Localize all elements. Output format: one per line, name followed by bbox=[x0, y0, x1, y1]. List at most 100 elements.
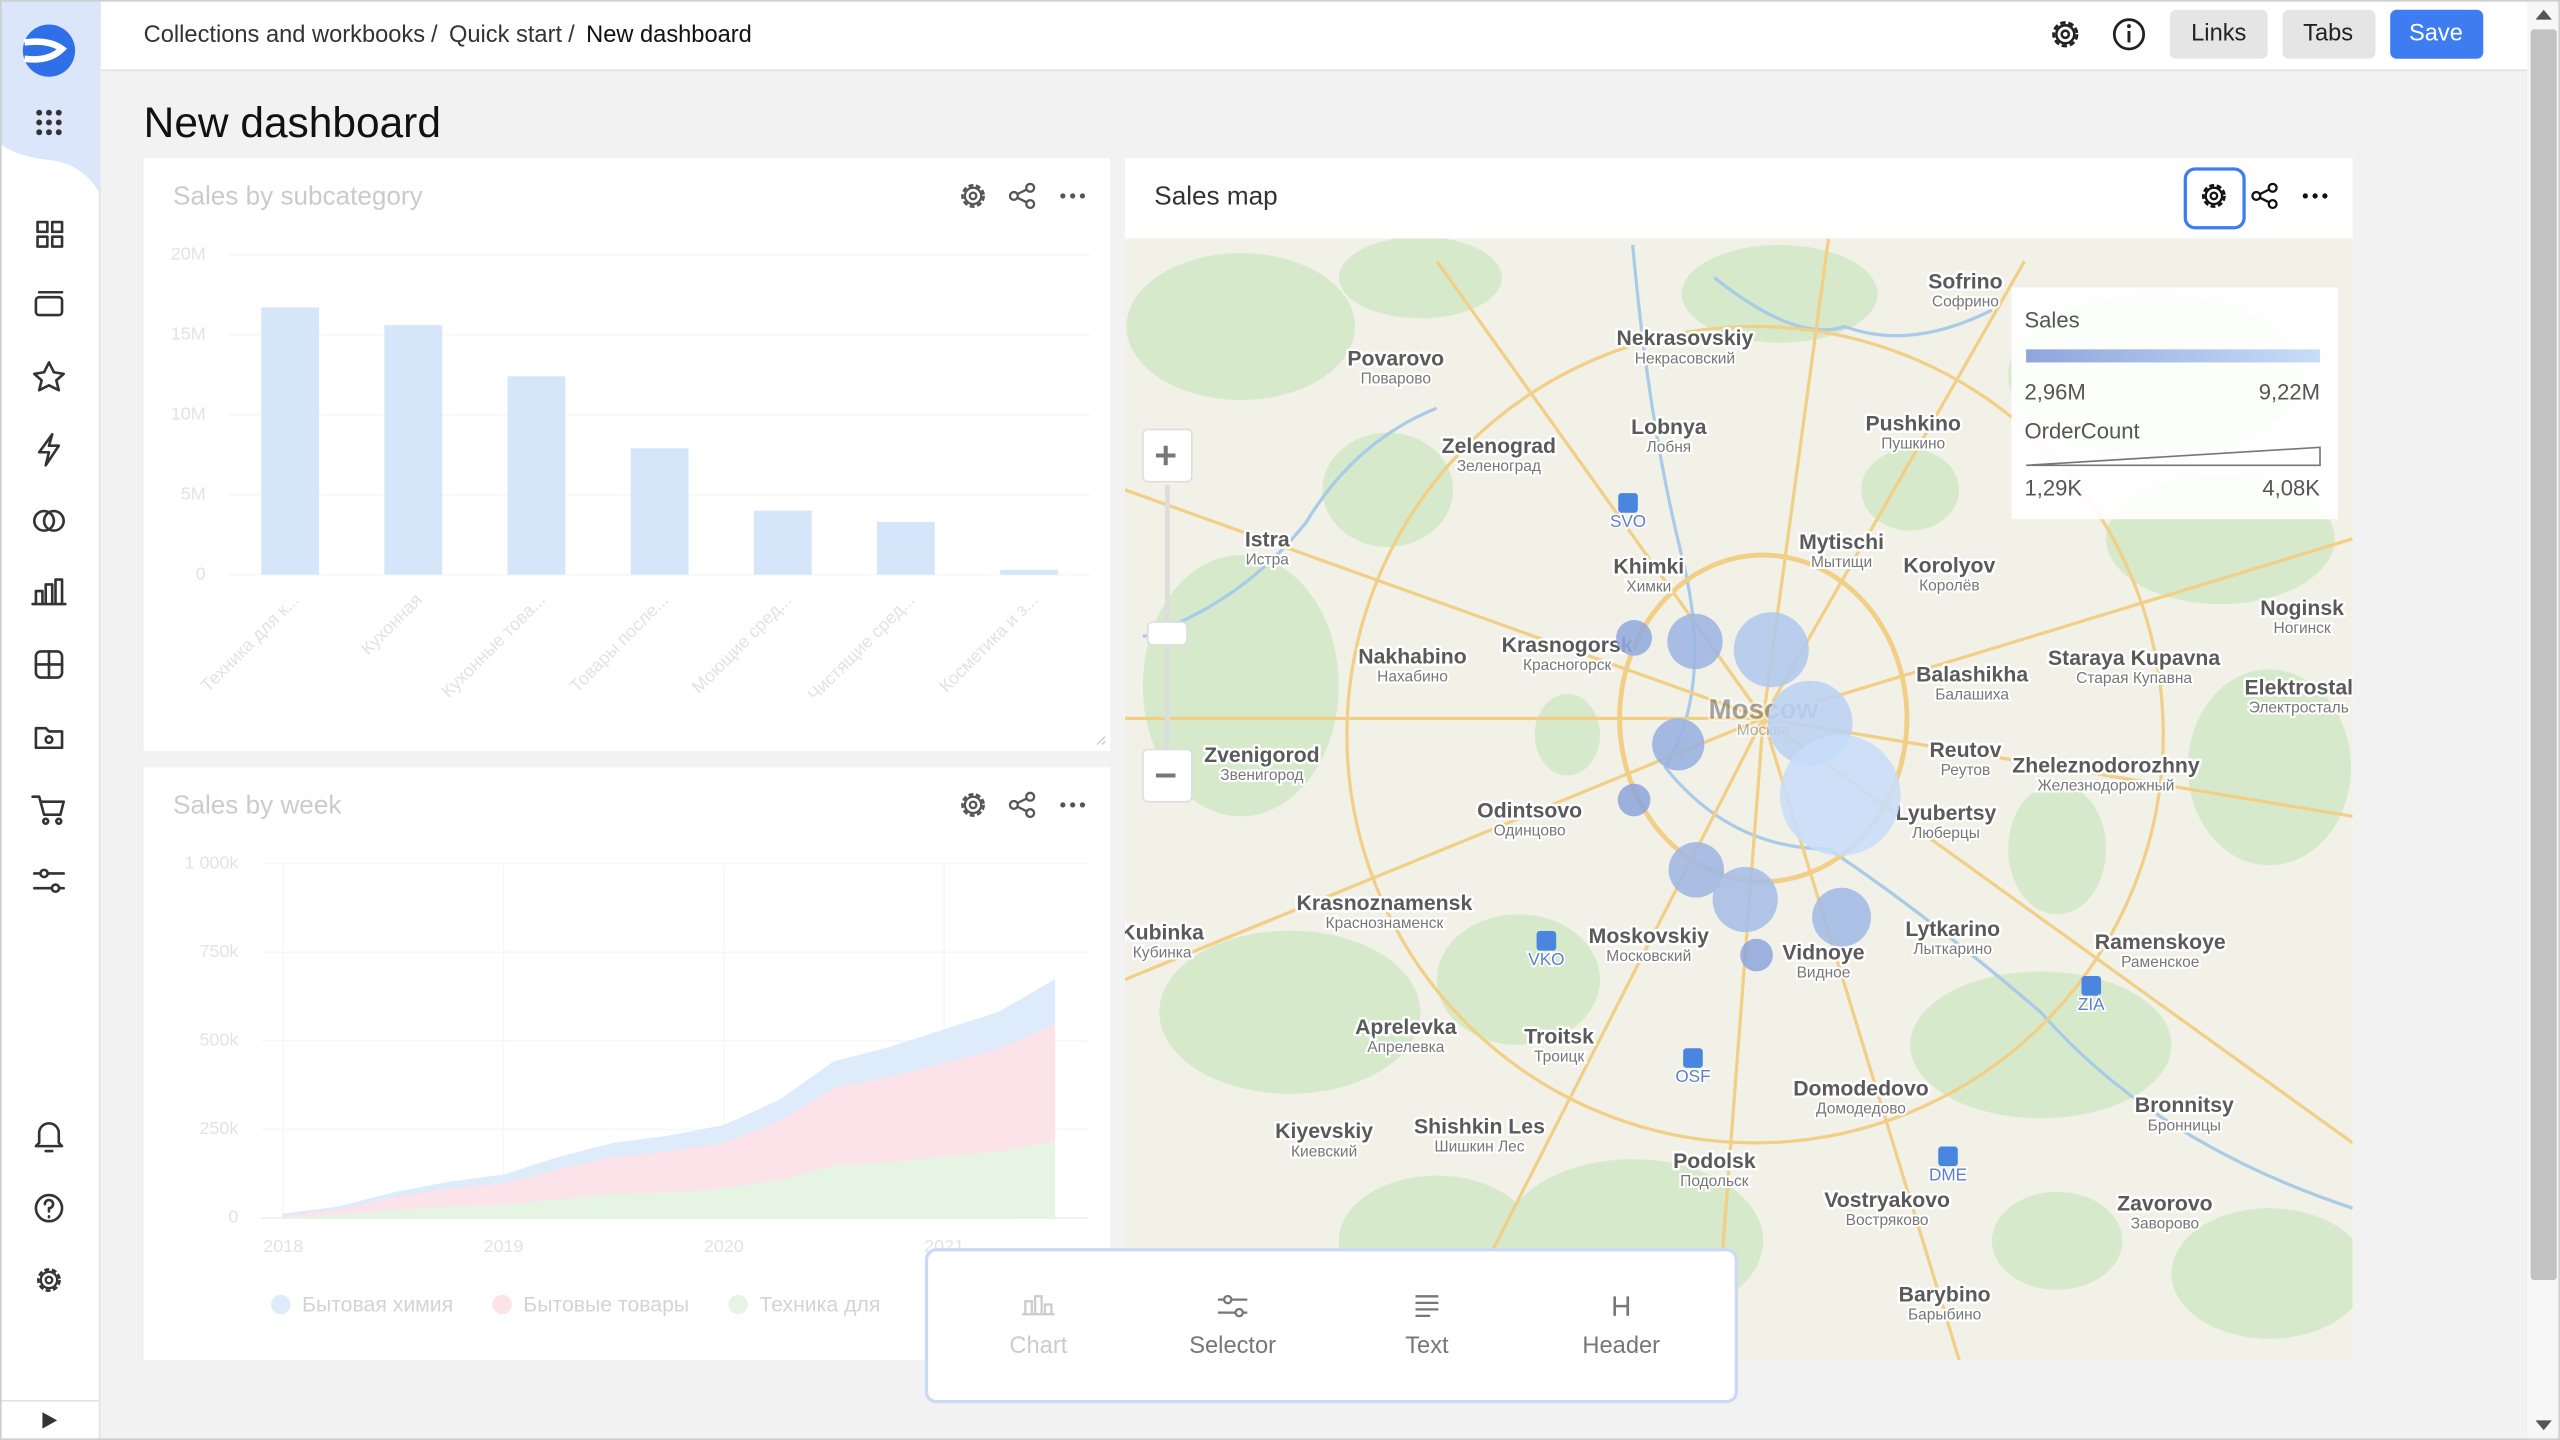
map-label: Staraya Kupavna bbox=[2048, 647, 2220, 670]
color-scale bbox=[2026, 349, 2320, 362]
add-panel: Chart Selector Text Header bbox=[927, 1250, 1737, 1402]
map-label: Vostryakovo bbox=[1824, 1189, 1950, 1212]
legend-label: Бытовая химия bbox=[302, 1294, 453, 1317]
map-sublabel: Софрино bbox=[1932, 293, 1999, 310]
bar bbox=[631, 448, 689, 574]
add-chart[interactable]: Chart bbox=[1009, 1333, 1067, 1359]
breadcrumb-separator: / bbox=[431, 22, 438, 48]
x-tick-label: 2020 bbox=[704, 1236, 744, 1256]
map-label: Krasnoznamensk bbox=[1297, 892, 1473, 915]
map-sublabel: Апрелевка bbox=[1367, 1039, 1444, 1056]
airport-code: SVO bbox=[1610, 511, 1646, 531]
x-tick-label: 2019 bbox=[484, 1236, 524, 1256]
airport-code: VKO bbox=[1528, 949, 1564, 969]
y-tick-label: 15M bbox=[171, 323, 206, 343]
airport-code: DME bbox=[1929, 1164, 1967, 1184]
map-label: Podolsk bbox=[1673, 1150, 1756, 1173]
widget-menu[interactable] bbox=[1060, 802, 1085, 807]
map-sublabel: Одинцово bbox=[1494, 823, 1566, 840]
sidebar bbox=[0, 0, 100, 1440]
map-sublabel: Электросталь bbox=[2249, 699, 2349, 716]
legend-marker bbox=[492, 1295, 512, 1315]
y-tick-label: 500k bbox=[199, 1030, 238, 1050]
map-label: Khimki bbox=[1613, 556, 1684, 579]
map-label: Domodedovo bbox=[1793, 1078, 1929, 1101]
apps-menu[interactable] bbox=[36, 110, 61, 135]
map-sublabel: Старая Купавна bbox=[2076, 670, 2192, 687]
map-sublabel: Химки bbox=[1626, 579, 1671, 596]
map-sublabel: Троицк bbox=[1534, 1049, 1584, 1066]
add-text[interactable]: Text bbox=[1405, 1333, 1449, 1359]
map-label: Istra bbox=[1245, 528, 1290, 551]
airport-code: ZIA bbox=[2078, 994, 2105, 1014]
map-sublabel: Востряково bbox=[1846, 1212, 1929, 1229]
widget-title: Sales map bbox=[1154, 180, 1277, 210]
map-sublabel: Лобня bbox=[1647, 439, 1692, 456]
bar bbox=[261, 307, 319, 574]
legend-max: 9,22M bbox=[2259, 379, 2320, 404]
bubble[interactable] bbox=[1618, 784, 1651, 817]
map-sublabel: Нахабино bbox=[1377, 669, 1448, 686]
widget[interactable]: Sales map SofrinoСофр bbox=[1120, 158, 2367, 1360]
bubble[interactable] bbox=[1616, 620, 1652, 656]
map-label: Noginsk bbox=[2260, 597, 2344, 620]
add-header[interactable]: Header bbox=[1582, 1333, 1660, 1359]
scrollbar[interactable] bbox=[2527, 0, 2560, 1440]
breadcrumb[interactable]: Collections and workbooks bbox=[144, 22, 425, 48]
map-label: Zvenigorod bbox=[1204, 744, 1320, 767]
map-label: Aprelevka bbox=[1355, 1016, 1457, 1039]
logo[interactable] bbox=[23, 24, 75, 76]
map-label: Barybino bbox=[1899, 1284, 1991, 1307]
legend-min: 2,96M bbox=[2024, 379, 2085, 404]
widget-title: Sales by week bbox=[173, 789, 342, 819]
map-label: Sofrino bbox=[1928, 270, 2002, 293]
legend-title: OrderCount bbox=[2024, 418, 2139, 443]
map-sublabel: Подольск bbox=[1680, 1173, 1749, 1190]
links-button-label: Links bbox=[2191, 21, 2246, 47]
map-label: Zheleznodorozhny bbox=[2012, 755, 2200, 778]
widget-menu[interactable] bbox=[2303, 193, 2328, 198]
breadcrumb-current: New dashboard bbox=[586, 22, 752, 48]
bubble[interactable] bbox=[1780, 735, 1901, 856]
map-sublabel: Люберцы bbox=[1912, 825, 1980, 842]
map-label: Ramenskoye bbox=[2095, 931, 2226, 954]
map-label: Korolyov bbox=[1903, 554, 1995, 577]
y-tick-label: 20M bbox=[171, 243, 206, 263]
bubble[interactable] bbox=[1812, 888, 1871, 947]
map-sublabel: Звенигород bbox=[1220, 767, 1303, 784]
legend-label: Бытовые товары bbox=[523, 1294, 689, 1317]
map-sublabel: Шишкин Лес bbox=[1434, 1139, 1524, 1156]
bubble[interactable] bbox=[1740, 939, 1773, 972]
widget[interactable]: Sales by subcategory 05M10M15M20MТехника… bbox=[144, 158, 1111, 751]
add-selector[interactable]: Selector bbox=[1189, 1333, 1276, 1359]
airport-icon bbox=[1938, 1146, 1958, 1166]
map-sublabel: Железнодорожный bbox=[2038, 778, 2175, 795]
airport-code: OSF bbox=[1675, 1066, 1710, 1086]
bubble[interactable] bbox=[1734, 612, 1809, 687]
bubble[interactable] bbox=[1667, 614, 1722, 669]
widget-title: Sales by subcategory bbox=[173, 180, 423, 210]
map-label: Povarovo bbox=[1347, 347, 1444, 370]
dashboard-title: New dashboard bbox=[144, 99, 441, 146]
bubble[interactable] bbox=[1652, 718, 1704, 770]
legend-title: Sales bbox=[2024, 307, 2079, 332]
map-label: Lyubertsy bbox=[1896, 802, 1997, 825]
map[interactable]: SofrinoСофриноNekrasovskiyНекрасовскийPo… bbox=[1120, 237, 2367, 1360]
x-tick-label: 2018 bbox=[263, 1236, 303, 1256]
map-sublabel: Барыбино bbox=[1908, 1307, 1981, 1324]
airport-icon bbox=[1683, 1048, 1703, 1068]
map-label: Kubinka bbox=[1120, 921, 1204, 944]
bubble[interactable] bbox=[1713, 867, 1778, 932]
map-sublabel: Поварово bbox=[1361, 370, 1431, 387]
map-label: Moskovskiy bbox=[1589, 925, 1709, 948]
breadcrumb[interactable]: Quick start bbox=[449, 22, 562, 48]
tabs-button-label: Tabs bbox=[2303, 21, 2353, 47]
widget-menu[interactable] bbox=[1060, 193, 1085, 198]
map-label: Zelenograd bbox=[1442, 435, 1556, 458]
map-sublabel: Московский bbox=[1606, 948, 1691, 965]
bar bbox=[754, 511, 812, 575]
airport-icon bbox=[1618, 493, 1638, 513]
bar bbox=[384, 325, 442, 575]
top-bar: Collections and workbooks / Quick start … bbox=[101, 0, 2527, 70]
